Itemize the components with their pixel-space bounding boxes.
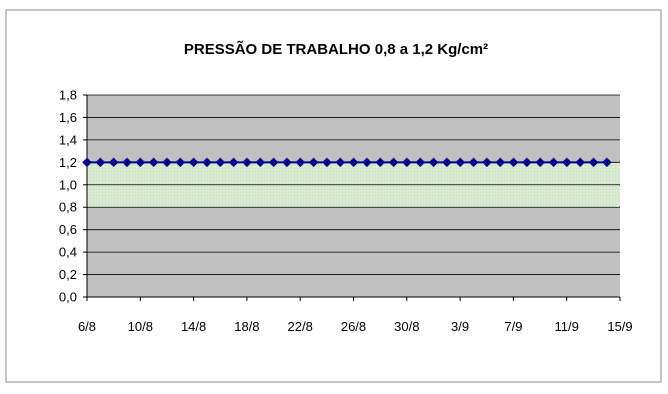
y-tick-label: 0,4 [59, 245, 77, 260]
y-tick-label: 1,2 [59, 155, 77, 170]
x-tick-label: 26/8 [341, 319, 366, 334]
y-tick-label: 1,6 [59, 110, 77, 125]
x-tick-label: 3/9 [451, 319, 469, 334]
data-point [468, 157, 479, 168]
x-tick-label: 6/8 [78, 319, 96, 334]
data-point [175, 157, 186, 168]
data-point [148, 157, 159, 168]
y-tick-label: 1,4 [59, 132, 77, 147]
x-tick-label: 22/8 [288, 319, 313, 334]
data-point [95, 157, 106, 168]
data-point [188, 157, 199, 168]
data-point [375, 157, 386, 168]
data-point [255, 157, 266, 168]
data-point [202, 157, 212, 168]
y-tick-label: 0,2 [59, 267, 77, 282]
data-point [548, 157, 559, 168]
y-tick-label: 0,8 [59, 200, 77, 215]
data-point [388, 157, 399, 168]
x-tick-label: 30/8 [394, 319, 419, 334]
data-point [282, 157, 292, 168]
x-tick-label: 18/8 [234, 319, 259, 334]
y-tick-label: 0,6 [59, 222, 77, 237]
data-point [122, 157, 132, 168]
data-point [348, 157, 359, 168]
data-point [402, 157, 412, 168]
data-point [415, 157, 426, 168]
data-point [322, 157, 332, 168]
data-point [508, 157, 519, 168]
data-point [228, 157, 239, 168]
data-point [428, 157, 439, 168]
data-point [215, 157, 226, 168]
data-point [575, 157, 586, 168]
data-point [308, 157, 319, 168]
x-tick-label: 11/9 [555, 319, 579, 334]
data-point [335, 157, 346, 168]
data-point [588, 157, 599, 168]
data-point [135, 157, 146, 168]
data-point [602, 157, 612, 168]
data-point [295, 157, 306, 168]
y-tick-label: 1,0 [59, 177, 77, 192]
data-point [495, 157, 506, 168]
x-tick-label: 7/9 [504, 319, 522, 334]
x-tick-label: 15/9 [607, 319, 632, 334]
x-tick-label: 10/8 [128, 319, 153, 334]
x-tick-label: 14/8 [181, 319, 206, 334]
data-point [442, 157, 452, 168]
data-point [562, 157, 572, 168]
chart-title: PRESSÃO DE TRABALHO 0,8 a 1,2 Kg/cm² [184, 40, 488, 58]
data-point [268, 157, 279, 168]
data-point [162, 157, 172, 168]
data-point [242, 157, 252, 168]
data-point [82, 157, 92, 168]
data-point [108, 157, 119, 168]
data-point [482, 157, 492, 168]
data-point [362, 157, 372, 168]
data-point [455, 157, 466, 168]
y-tick-label: 0,0 [59, 290, 77, 305]
data-point [535, 157, 546, 168]
y-tick-label: 1,8 [59, 88, 77, 103]
data-point [522, 157, 532, 168]
